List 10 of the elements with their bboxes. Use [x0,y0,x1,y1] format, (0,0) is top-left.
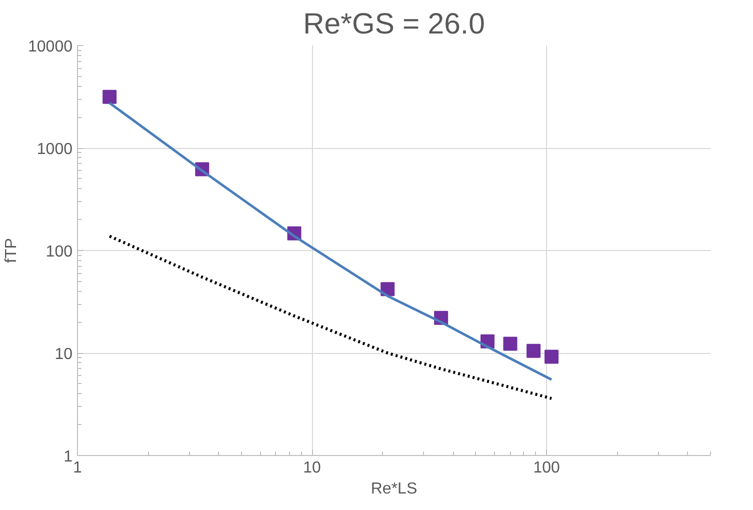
y-tick-label: 10 [54,346,73,363]
y-tick-label: 1 [64,448,73,466]
x-axis-title: Re*LS [370,480,418,498]
y-axis-title: fTP [3,238,20,263]
y-tick-label: 1000 [36,141,73,158]
y-tick-label: 100 [46,244,73,260]
y-tick-label: 10000 [28,38,73,56]
chart-title: Re*GS = 26.0 [303,8,485,40]
x-tick-label: 10 [303,460,322,476]
x-tick-label: 100 [533,460,560,476]
